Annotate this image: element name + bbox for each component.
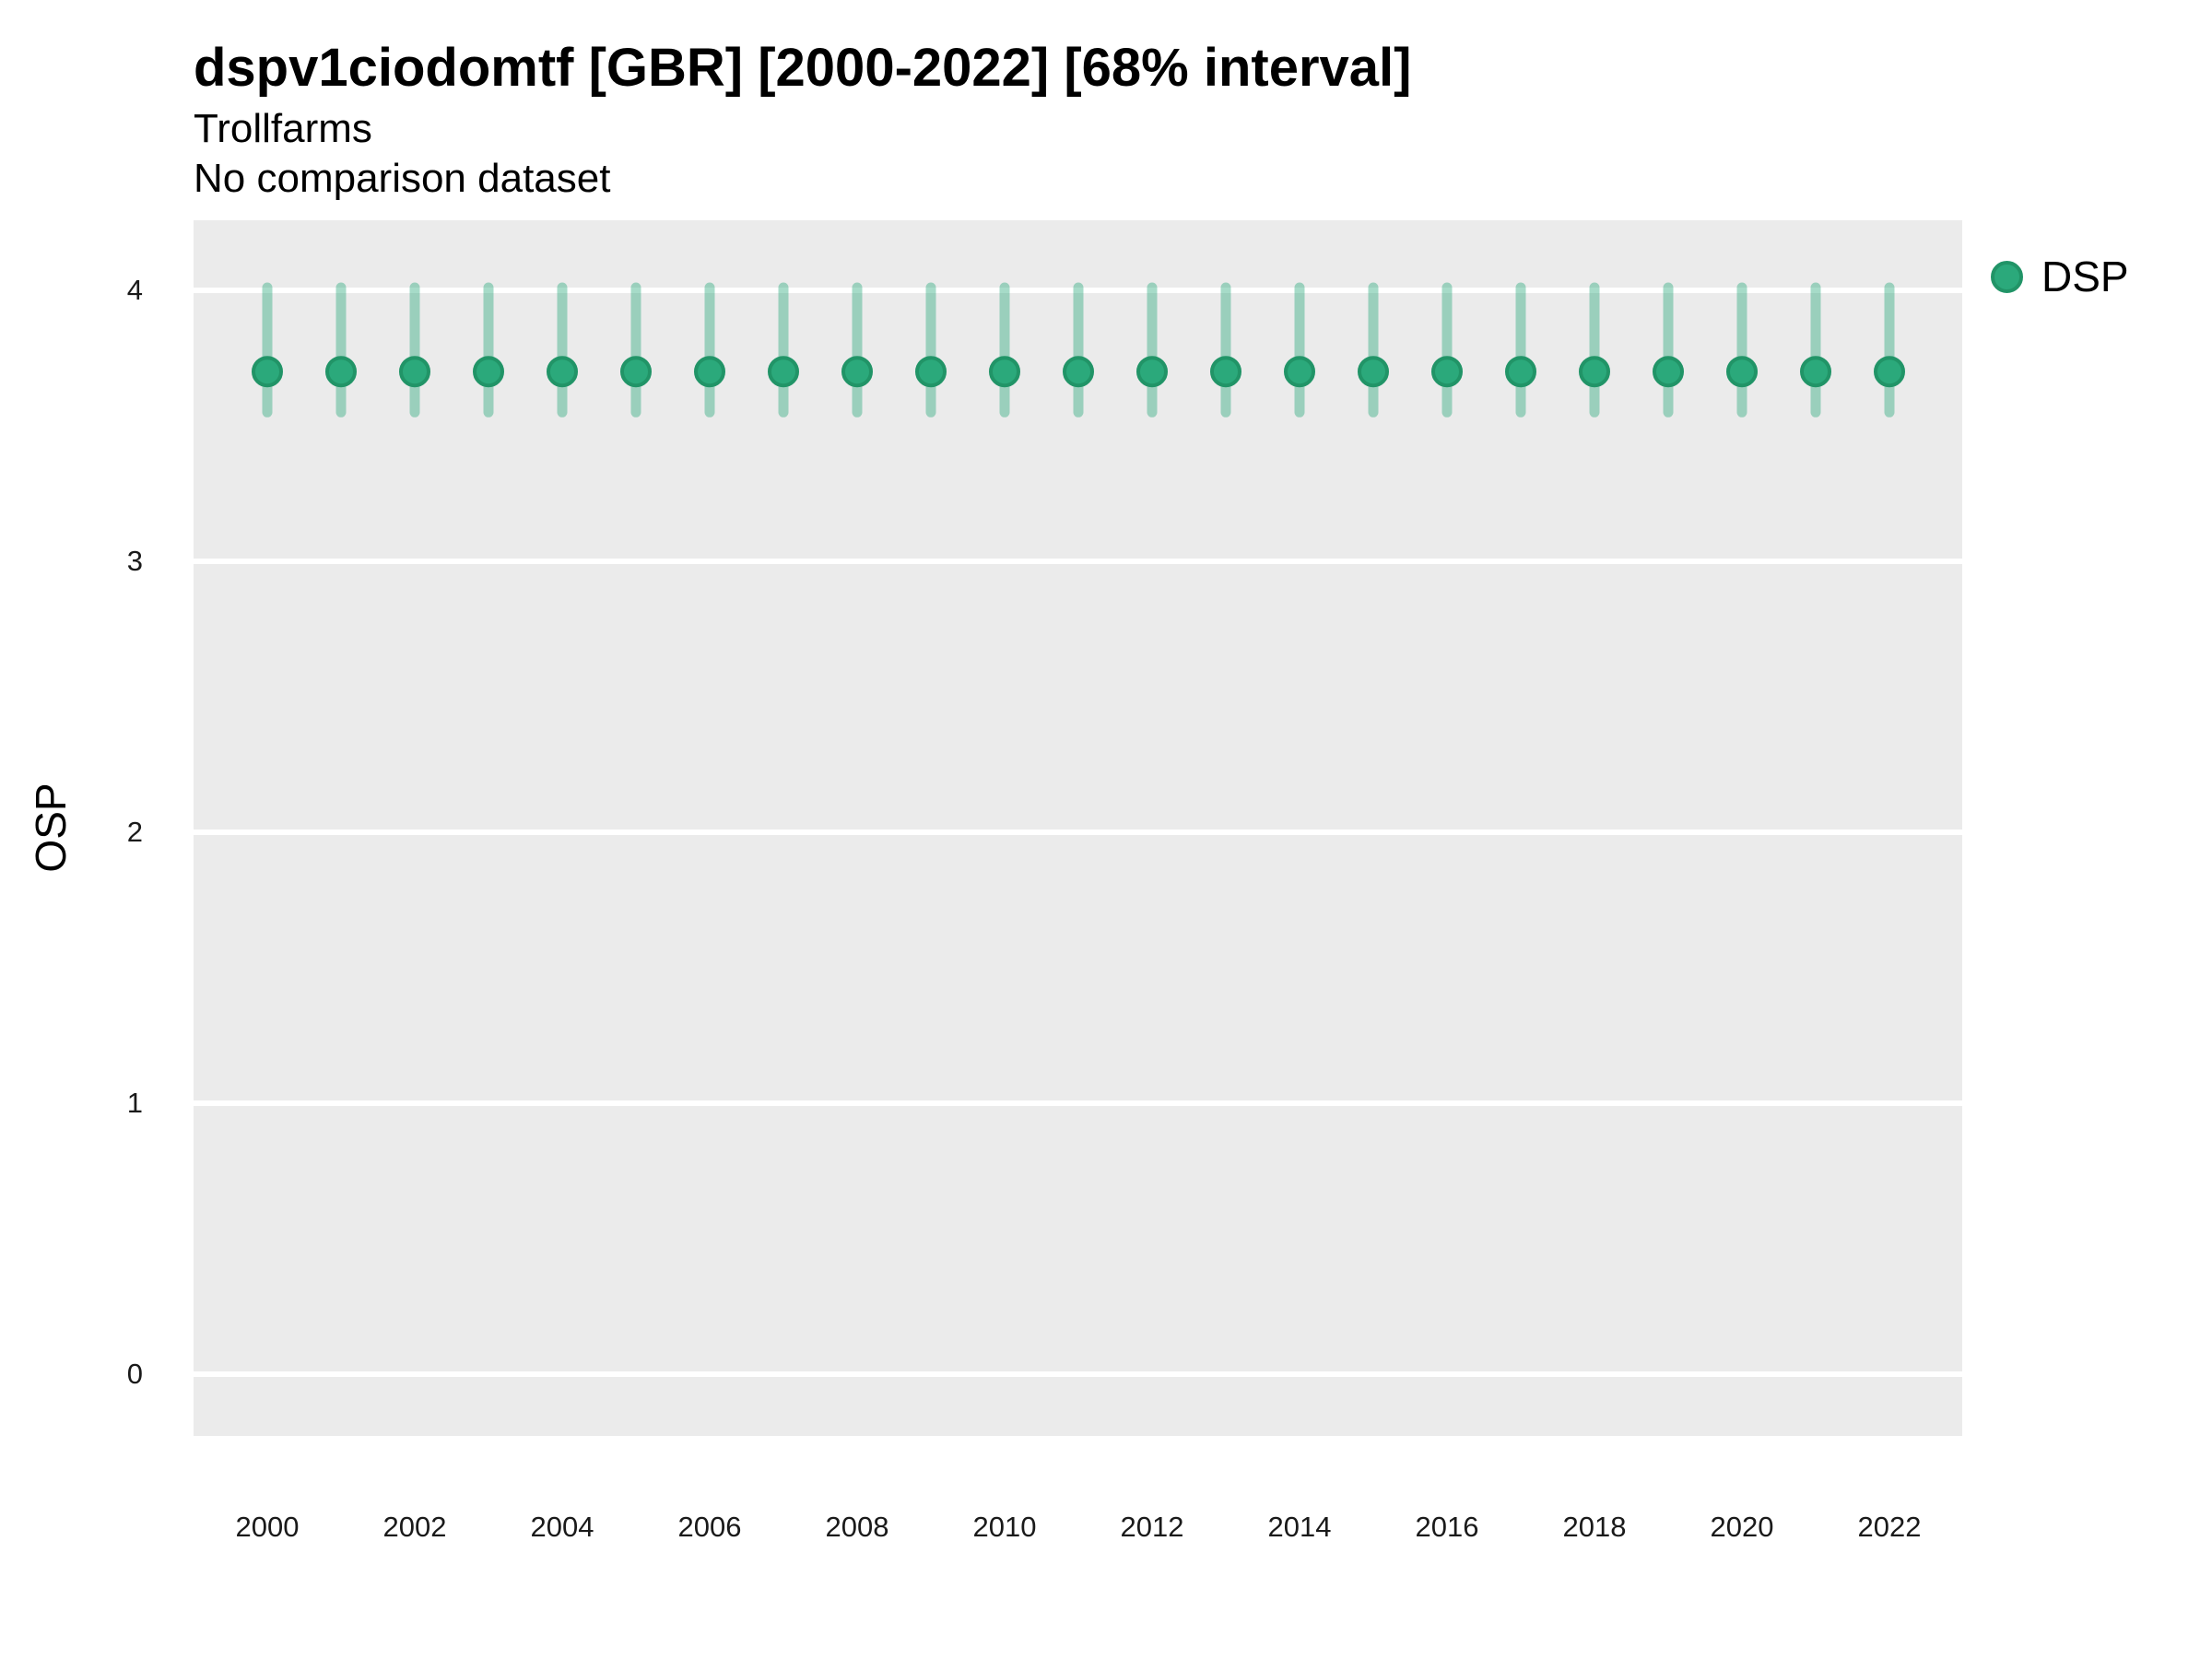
y-tick-label-2: 2 [126, 816, 143, 848]
x-tick-label-2018: 2018 [1562, 1511, 1627, 1543]
x-tick-label-2014: 2014 [1267, 1511, 1332, 1543]
gridline-y-2 [194, 830, 1962, 835]
x-tick-label-2022: 2022 [1857, 1511, 1922, 1543]
data-point-2014 [1284, 356, 1315, 388]
data-point-2011 [1063, 356, 1094, 388]
data-point-2008 [841, 356, 873, 388]
data-point-2016 [1431, 356, 1463, 388]
x-tick-label-2012: 2012 [1120, 1511, 1184, 1543]
plot-panel [194, 220, 1962, 1436]
data-point-2004 [547, 356, 578, 388]
y-tick-label-3: 3 [126, 545, 143, 577]
y-tick-label-1: 1 [126, 1087, 143, 1119]
legend: DSP [1991, 254, 2129, 299]
data-point-2001 [325, 356, 357, 388]
x-tick-label-2010: 2010 [972, 1511, 1037, 1543]
x-tick-label-2020: 2020 [1710, 1511, 1774, 1543]
data-point-2007 [768, 356, 799, 388]
x-tick-label-2006: 2006 [677, 1511, 742, 1543]
data-point-2020 [1726, 356, 1758, 388]
x-tick-label-2002: 2002 [382, 1511, 447, 1543]
x-tick-label-2000: 2000 [235, 1511, 300, 1543]
legend-label: DSP [2041, 253, 2129, 300]
data-point-2010 [989, 356, 1020, 388]
y-tick-label-0: 0 [126, 1358, 143, 1390]
chart-data-layer [252, 282, 1905, 418]
data-point-2006 [694, 356, 725, 388]
comparison-note: No comparison dataset [194, 156, 611, 201]
x-tick-label-2004: 2004 [530, 1511, 594, 1543]
data-point-2018 [1579, 356, 1610, 388]
data-point-2002 [399, 356, 430, 388]
gridline-y-0 [194, 1371, 1962, 1377]
data-point-2019 [1653, 356, 1684, 388]
x-tick-label-2016: 2016 [1415, 1511, 1479, 1543]
y-tick-label-4: 4 [126, 274, 143, 306]
gridline-y-4 [194, 288, 1962, 293]
page-title: dspv1ciodomtf [GBR] [2000-2022] [68% int… [194, 38, 1412, 98]
data-point-2005 [620, 356, 652, 388]
x-tick-label-2008: 2008 [825, 1511, 889, 1543]
gridline-y-3 [194, 559, 1962, 564]
legend-marker-icon [1991, 260, 2023, 293]
data-point-2022 [1874, 356, 1905, 388]
data-point-2013 [1210, 356, 1241, 388]
gridline-y-1 [194, 1100, 1962, 1106]
data-point-2021 [1800, 356, 1831, 388]
data-point-2003 [473, 356, 504, 388]
data-point-2017 [1505, 356, 1536, 388]
page-subtitle: Trollfarms [194, 106, 372, 151]
data-point-2009 [915, 356, 947, 388]
data-point-2015 [1358, 356, 1389, 388]
data-point-2012 [1136, 356, 1168, 388]
data-point-2000 [252, 356, 283, 388]
